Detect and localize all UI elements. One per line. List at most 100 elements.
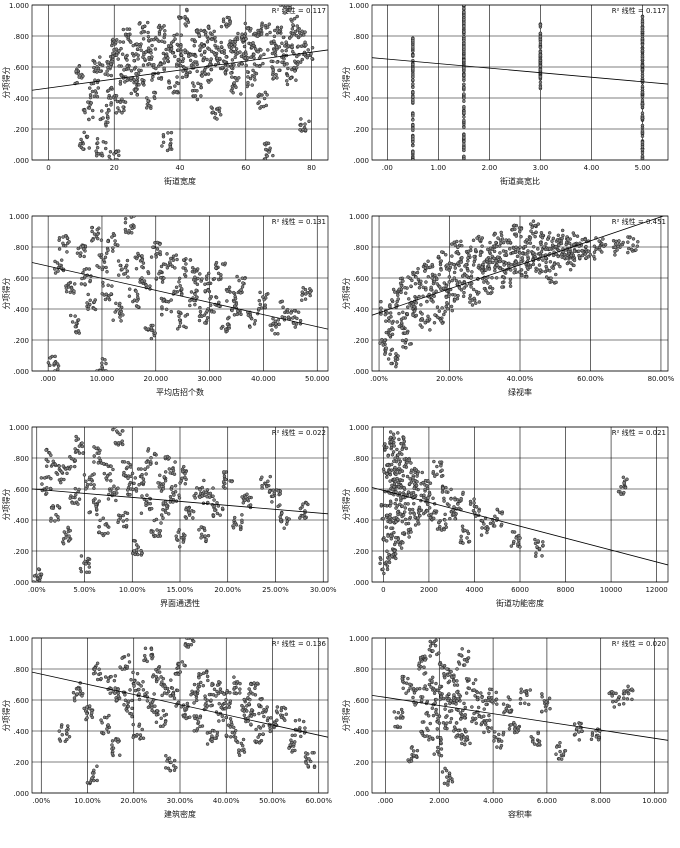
scatter-point — [60, 259, 63, 262]
scatter-point — [197, 676, 200, 679]
scatter-point — [192, 278, 195, 281]
scatter-point — [246, 85, 249, 88]
scatter-point — [156, 252, 159, 255]
scatter-point — [95, 765, 98, 768]
scatter-point — [103, 472, 106, 475]
scatter-point — [572, 243, 575, 246]
scatter-point — [136, 672, 139, 675]
scatter-point — [482, 522, 485, 525]
scatter-point — [469, 246, 472, 249]
scatter-point — [539, 81, 542, 84]
scatter-point — [169, 694, 172, 697]
scatter-point — [162, 725, 165, 728]
scatter-point — [473, 501, 476, 504]
scatter-point — [64, 536, 67, 539]
scatter-point — [409, 477, 412, 480]
scatter-point — [63, 530, 66, 533]
scatter-point — [61, 242, 64, 245]
scatter-point — [393, 444, 396, 447]
scatter-point — [110, 86, 113, 89]
scatter-point — [186, 313, 189, 316]
scatter-point — [262, 715, 265, 718]
scatter-point — [380, 307, 383, 310]
x-tick-label: 5.00% — [73, 586, 96, 594]
x-tick-label: 2.00 — [482, 164, 498, 172]
scatter-point — [255, 728, 258, 731]
scatter-point — [517, 539, 520, 542]
scatter-point — [143, 654, 146, 657]
scatter-point — [412, 502, 415, 505]
scatter-point — [102, 462, 105, 465]
scatter-point — [198, 319, 201, 322]
scatter-point — [298, 719, 301, 722]
x-tick-label: 6.000 — [537, 797, 557, 805]
scatter-point — [84, 562, 87, 565]
scatter-point — [167, 512, 170, 515]
scatter-point — [185, 75, 188, 78]
scatter-point — [567, 250, 570, 253]
scatter-point — [157, 481, 160, 484]
scatter-point — [96, 137, 99, 140]
scatter-point — [169, 263, 172, 266]
scatter-point — [435, 290, 438, 293]
scatter-point — [289, 739, 292, 742]
scatter-point — [148, 104, 151, 107]
scatter-point — [500, 231, 503, 234]
scatter-point — [620, 493, 623, 496]
scatter-point — [229, 700, 232, 703]
scatter-point — [199, 716, 202, 719]
scatter-point — [220, 327, 223, 330]
scatter-point — [144, 51, 147, 54]
scatter-point — [403, 465, 406, 468]
scatter-point — [442, 313, 445, 316]
scatter-point — [529, 236, 532, 239]
scatter-point — [511, 530, 514, 533]
scatter-point — [214, 694, 217, 697]
scatter-point — [290, 311, 293, 314]
scatter-point — [490, 276, 493, 279]
scatter-point — [110, 465, 113, 468]
scatter-point — [641, 40, 644, 43]
scatter-point — [174, 484, 177, 487]
scatter-point — [537, 223, 540, 226]
scatter-point — [182, 259, 185, 262]
scatter-point — [114, 239, 117, 242]
scatter-point — [211, 111, 214, 114]
scatter-point — [251, 84, 254, 87]
scatter-point — [219, 688, 222, 691]
scatter-point — [51, 463, 54, 466]
scatter-point — [295, 322, 298, 325]
scatter-point — [258, 741, 261, 744]
scatter-point — [390, 362, 393, 365]
scatter-point — [308, 757, 311, 760]
scatter-point — [166, 759, 169, 762]
scatter-point — [116, 487, 119, 490]
scatter-point — [544, 242, 547, 245]
scatter-point — [139, 45, 142, 48]
y-tick-label: .800 — [353, 455, 369, 463]
scatter-point — [520, 235, 523, 238]
scatter-point — [222, 470, 225, 473]
scatter-point — [548, 269, 551, 272]
scatter-point — [459, 541, 462, 544]
scatter-point — [534, 552, 537, 555]
scatter-point — [150, 256, 153, 259]
scatter-point — [529, 242, 532, 245]
scatter-point — [413, 310, 416, 313]
scatter-point — [95, 154, 98, 157]
scatter-point — [291, 23, 294, 26]
y-tick-label: .200 — [353, 759, 369, 767]
scatter-point — [196, 283, 199, 286]
y-tick-label: .600 — [13, 486, 29, 494]
scatter-point — [291, 27, 294, 30]
scatter-point — [164, 479, 167, 482]
scatter-point — [221, 66, 224, 69]
scatter-point — [37, 568, 40, 571]
scatter-point — [266, 26, 269, 29]
scatter-point — [98, 457, 101, 460]
scatter-point — [285, 49, 288, 52]
scatter-point — [163, 714, 166, 717]
scatter-point — [253, 322, 256, 325]
scatter-point — [495, 276, 498, 279]
scatter-point — [240, 742, 243, 745]
